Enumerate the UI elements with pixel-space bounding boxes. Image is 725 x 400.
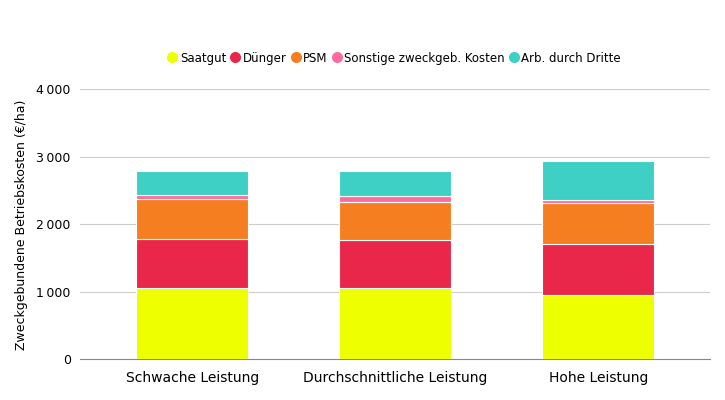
Bar <box>542 161 654 200</box>
Bar <box>136 171 248 195</box>
Bar <box>339 240 451 288</box>
Bar <box>136 199 248 239</box>
Bar <box>136 239 248 288</box>
Bar <box>542 204 654 244</box>
Bar <box>542 244 654 295</box>
Bar <box>339 171 451 196</box>
Legend: Saatgut, Dünger, PSM, Sonstige zweckgeb. Kosten, Arb. durch Dritte: Saatgut, Dünger, PSM, Sonstige zweckgeb.… <box>167 50 624 67</box>
Bar <box>339 196 451 202</box>
Bar <box>136 195 248 199</box>
Bar <box>339 202 451 240</box>
Bar <box>542 200 654 204</box>
Bar <box>136 288 248 359</box>
Bar <box>339 288 451 359</box>
Bar <box>542 295 654 359</box>
Y-axis label: Zweckgebundene Betriebskosten (€/ha): Zweckgebundene Betriebskosten (€/ha) <box>15 99 28 350</box>
